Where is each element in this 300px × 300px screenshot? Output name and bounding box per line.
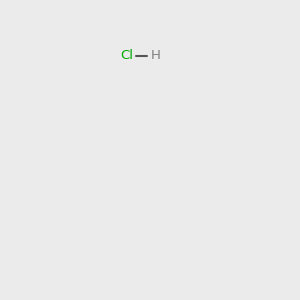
Text: Cl: Cl (120, 50, 134, 62)
Text: H: H (151, 50, 161, 62)
